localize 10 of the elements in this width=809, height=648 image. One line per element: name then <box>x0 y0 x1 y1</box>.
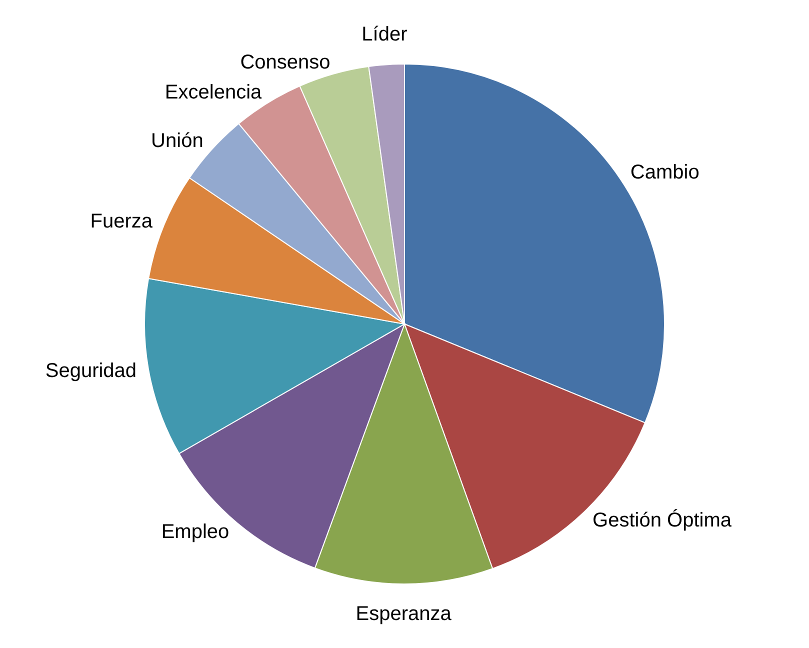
slice-label: Gestión Óptima <box>592 508 732 532</box>
slice-label: Seguridad <box>45 360 137 382</box>
slice-label: Excelencia <box>164 82 263 104</box>
slice-label: Fuerza <box>90 210 154 232</box>
slice-label: Cambio <box>630 162 700 184</box>
slice-label: Unión <box>151 130 204 152</box>
slice-label: Consenso <box>240 51 330 74</box>
slice-label: Líder <box>362 24 408 46</box>
slice-label: Esperanza <box>356 603 452 625</box>
slice-label: Empleo <box>161 520 230 543</box>
